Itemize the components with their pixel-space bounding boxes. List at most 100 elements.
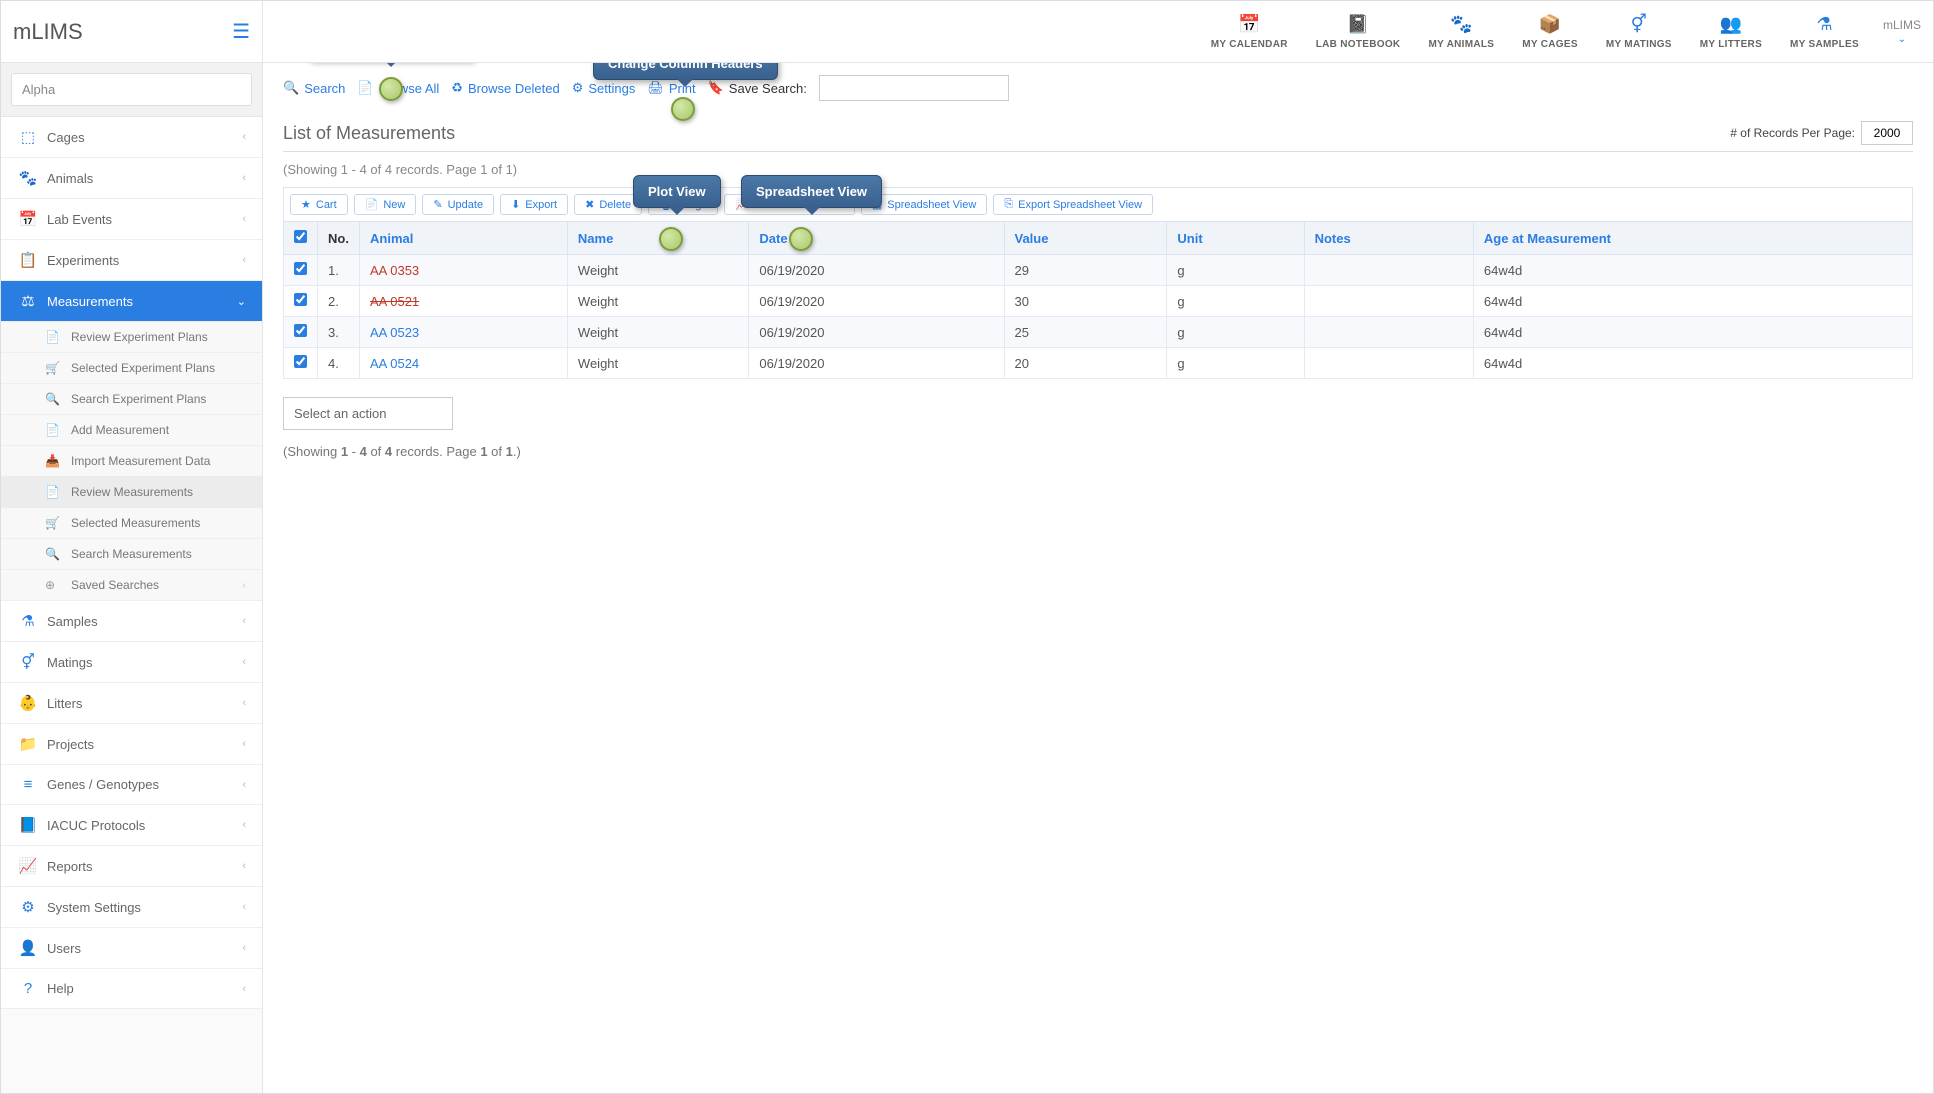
sidebar-subitem[interactable]: 🔍Search Measurements <box>1 539 262 570</box>
sidebar-subitem-label: Search Measurements <box>71 547 192 561</box>
sidebar-item-icon: ? <box>17 980 39 997</box>
row-notes <box>1304 317 1473 348</box>
sidebar-item-icon: ⚙ <box>17 898 39 916</box>
export-button[interactable]: ⬇Export <box>500 194 568 215</box>
sidebar-item-icon: ⚖ <box>17 292 39 310</box>
callout-target-settings <box>671 97 695 121</box>
sidebar-item[interactable]: 📅Lab Events‹ <box>1 199 262 240</box>
topnav-label: MY MATINGS <box>1606 39 1672 50</box>
sidebar-item[interactable]: ⚖Measurements⌄ <box>1 281 262 322</box>
col-unit[interactable]: Unit <box>1167 222 1304 255</box>
sidebar-item[interactable]: 📈Reports‹ <box>1 846 262 887</box>
sidebar-subitem-icon: 🛒 <box>45 516 65 530</box>
settings-link[interactable]: ⚙Settings <box>572 80 636 96</box>
chevron-down-icon: ⌄ <box>1898 34 1906 45</box>
col-age[interactable]: Age at Measurement <box>1473 222 1912 255</box>
sidebar-item[interactable]: ⚗Samples‹ <box>1 601 262 642</box>
topnav-item[interactable]: ⚥ MY MATINGS <box>1606 14 1672 50</box>
topnav-icon: 📅 <box>1238 14 1260 35</box>
sidebar-item-icon: 📅 <box>17 210 39 228</box>
sidebar-item[interactable]: ?Help‹ <box>1 969 262 1009</box>
topnav-item[interactable]: 📦 MY CAGES <box>1522 14 1578 50</box>
sidebar-item-icon: 👶 <box>17 694 39 712</box>
sidebar-item-label: Lab Events <box>47 212 112 227</box>
chevron-icon: ‹ <box>242 656 246 668</box>
row-checkbox[interactable] <box>294 293 307 306</box>
new-button[interactable]: 📄New <box>354 194 417 215</box>
export-spreadsheet-button[interactable]: ⎘Export Spreadsheet View <box>993 194 1153 215</box>
sidebar-subitem[interactable]: 🛒Selected Experiment Plans <box>1 353 262 384</box>
search-label: Search <box>304 81 345 96</box>
update-button[interactable]: ✎Update <box>422 194 494 215</box>
col-value[interactable]: Value <box>1004 222 1167 255</box>
sidebar-item-label: Projects <box>47 737 94 752</box>
search-link[interactable]: 🔍Search <box>283 80 345 96</box>
sidebar-item[interactable]: 👶Litters‹ <box>1 683 262 724</box>
sidebar-item[interactable]: ⚙System Settings‹ <box>1 887 262 928</box>
topnav-icon: ⚥ <box>1631 14 1647 35</box>
records-per-page-input[interactable] <box>1861 121 1913 145</box>
sidebar-item-label: Litters <box>47 696 82 711</box>
row-unit: g <box>1167 317 1304 348</box>
animal-link[interactable]: AA 0524 <box>370 356 419 371</box>
topnav-item[interactable]: 📓LAB NOTEBOOK <box>1316 14 1401 50</box>
sidebar-item[interactable]: 👤Users‹ <box>1 928 262 969</box>
sidebar-subitem[interactable]: 🛒Selected Measurements <box>1 508 262 539</box>
sidebar-item[interactable]: ≡Genes / Genotypes‹ <box>1 765 262 805</box>
row-age: 64w4d <box>1473 317 1912 348</box>
sidebar-subitem[interactable]: 📄 Review Measurements <box>1 477 262 508</box>
row-name: Weight <box>567 286 748 317</box>
topnav-icon: 📦 <box>1539 14 1561 35</box>
row-age: 64w4d <box>1473 255 1912 286</box>
sidebar-subitem-icon: 📄 <box>45 330 65 344</box>
topnav-label: MY SAMPLES <box>1790 39 1859 50</box>
user-menu[interactable]: mLIMS ⌄ <box>1883 18 1921 45</box>
hamburger-icon[interactable]: ☰ <box>232 19 250 44</box>
select-action-dropdown[interactable]: Select an action <box>283 397 453 430</box>
topnav-item[interactable]: 👥MY LITTERS <box>1700 14 1762 50</box>
sidebar-item-icon: 📈 <box>17 857 39 875</box>
row-checkbox[interactable] <box>294 355 307 368</box>
row-date: 06/19/2020 <box>749 348 1004 379</box>
cart-button[interactable]: ★Cart <box>290 194 348 215</box>
sidebar-subitem[interactable]: 🔍Search Experiment Plans <box>1 384 262 415</box>
table-row: 1. AA 0353 Weight 06/19/2020 29 g 64w4d <box>284 255 1913 286</box>
gear-icon: ⚙ <box>572 80 584 96</box>
sidebar-subitem[interactable]: 📄Add Measurement <box>1 415 262 446</box>
select-all-checkbox[interactable] <box>294 230 307 243</box>
col-date[interactable]: Date <box>749 222 1004 255</box>
animal-link[interactable]: AA 0521 <box>370 294 419 309</box>
page-title: List of Measurements <box>283 123 455 144</box>
topnav-item[interactable]: 📅MY CALENDAR <box>1211 14 1288 50</box>
sidebar-item-icon: 📁 <box>17 735 39 753</box>
sidebar-subitem[interactable]: 📥Import Measurement Data <box>1 446 262 477</box>
delete-button[interactable]: ✖Delete <box>574 194 642 215</box>
sidebar-subitem[interactable]: 📄Review Experiment Plans <box>1 322 262 353</box>
animal-link[interactable]: AA 0353 <box>370 263 419 278</box>
sidebar-item[interactable]: 📁Projects‹ <box>1 724 262 765</box>
sidebar-item[interactable]: 🐾Animals‹ <box>1 158 262 199</box>
topnav-icon: 🐾 <box>1450 14 1472 35</box>
sidebar-subitem-icon: 📄 <box>45 485 65 499</box>
sidebar-subitem[interactable]: ⊕Saved Searches‹ <box>1 570 262 601</box>
sidebar-item-label: Experiments <box>47 253 119 268</box>
sidebar-item[interactable]: 📘IACUC Protocols‹ <box>1 805 262 846</box>
sidebar-item[interactable]: ⚥Matings‹ <box>1 642 262 683</box>
sidebar-subitem-label: Review Measurements <box>71 485 193 499</box>
sidebar-item[interactable]: 📋Experiments‹ <box>1 240 262 281</box>
animal-link[interactable]: AA 0523 <box>370 325 419 340</box>
export-icon: ⎘ <box>1004 198 1013 211</box>
row-value: 30 <box>1004 286 1167 317</box>
topnav-item[interactable]: 🐾MY ANIMALS <box>1428 14 1494 50</box>
row-checkbox[interactable] <box>294 324 307 337</box>
row-unit: g <box>1167 286 1304 317</box>
browse-deleted-link[interactable]: ♻Browse Deleted <box>451 80 559 96</box>
sidebar-item[interactable]: ⬚Cages‹ <box>1 117 262 158</box>
sidebar-search-input[interactable] <box>11 73 252 106</box>
topnav-label: MY CAGES <box>1522 39 1578 50</box>
row-checkbox[interactable] <box>294 262 307 275</box>
col-notes[interactable]: Notes <box>1304 222 1473 255</box>
topnav-item[interactable]: ⚗MY SAMPLES <box>1790 14 1859 50</box>
save-search-input[interactable] <box>819 75 1009 101</box>
col-animal[interactable]: Animal <box>360 222 568 255</box>
